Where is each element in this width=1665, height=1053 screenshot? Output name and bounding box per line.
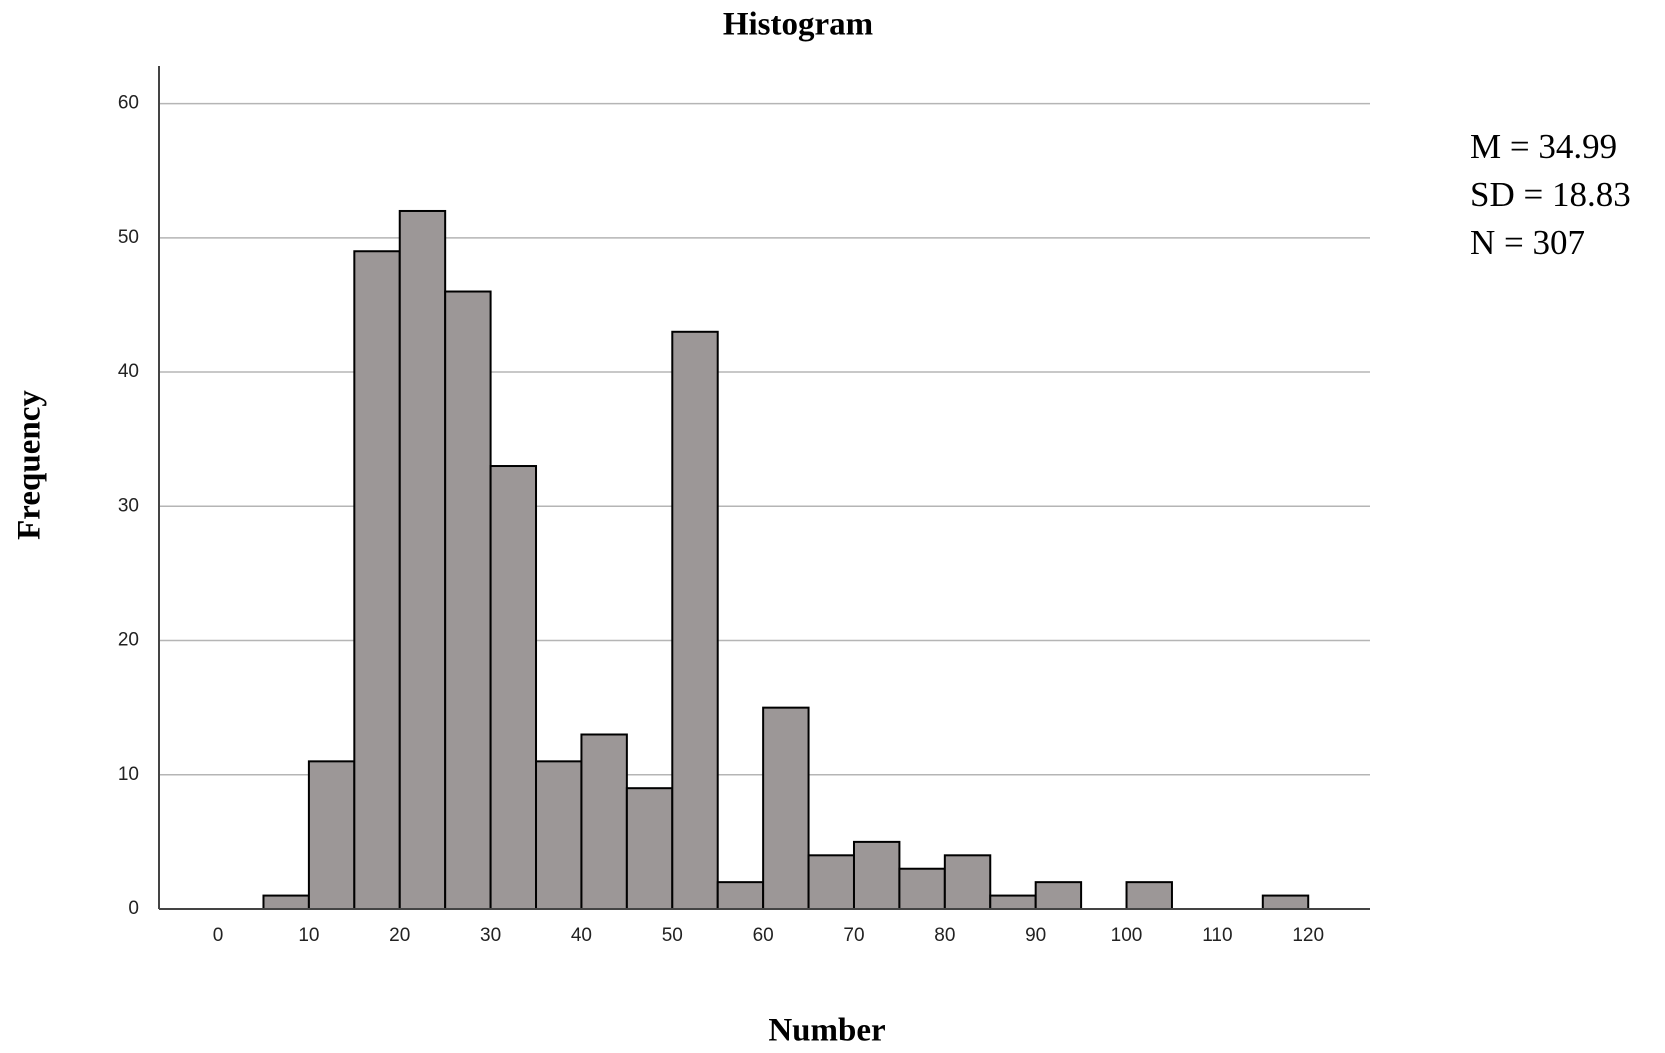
bar [671,330,719,910]
bar [943,854,992,910]
x-tick-label: 30 [480,925,501,946]
x-axis-label: Number [768,1013,885,1049]
chart-title: Histogram [723,7,873,43]
x-tick-label: 0 [213,925,224,946]
bar [535,760,583,910]
bar [898,867,946,911]
y-tick-label: 10 [118,764,139,785]
bar [1034,881,1083,911]
x-tick-label: 10 [298,925,319,946]
bar [398,209,447,910]
x-tick-label: 120 [1292,925,1324,946]
y-tick-label: 50 [118,227,139,248]
y-tick-label: 60 [118,93,139,114]
bar [307,760,356,910]
y-tick-label: 40 [118,361,139,382]
x-tick-label: 70 [843,925,864,946]
x-tick-label: 90 [1025,925,1046,946]
bar [625,787,674,911]
y-tick-label: 0 [128,898,139,919]
x-tick-label: 100 [1111,925,1143,946]
bar [353,250,401,910]
bar [489,465,538,910]
y-axis-label: Frequency [12,390,48,540]
annotation: N = 307 [1470,223,1585,262]
x-tick-label: 40 [571,925,592,946]
x-tick-label: 80 [934,925,955,946]
bar [807,854,855,910]
x-tick-label: 20 [389,925,410,946]
bar [262,894,310,910]
y-tick-label: 30 [118,495,139,516]
bar [716,881,765,911]
bar [444,290,492,910]
bar [1125,881,1173,911]
bar [989,894,1037,910]
x-tick-label: 110 [1202,925,1232,946]
annotation: SD = 18.83 [1470,175,1631,214]
bar [762,706,810,910]
bar [1261,894,1310,910]
bar [852,840,901,910]
bar [580,733,628,911]
y-tick-label: 20 [118,630,139,651]
x-tick-label: 60 [753,925,774,946]
annotation: M = 34.99 [1470,127,1617,166]
x-tick-label: 50 [662,925,683,946]
